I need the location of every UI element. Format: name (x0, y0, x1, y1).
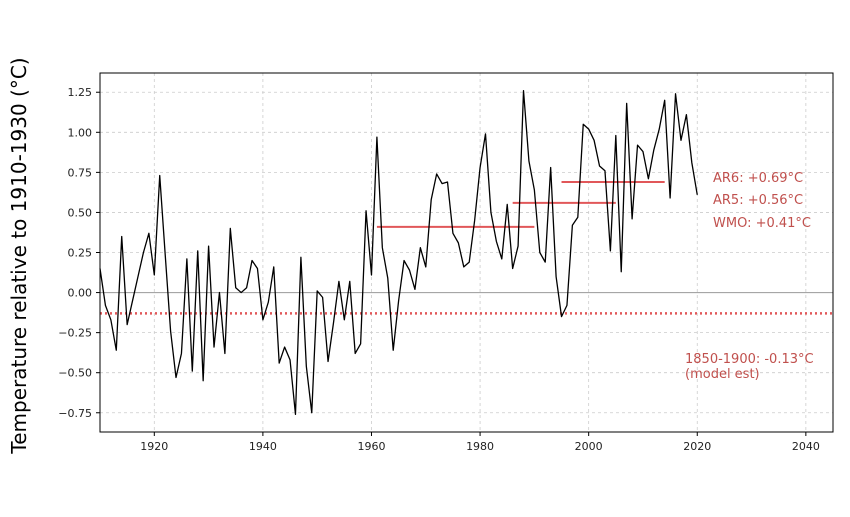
y-tick-label: −0.75 (58, 407, 92, 420)
x-tick-label: 1980 (466, 440, 494, 453)
baseline-label: (model est) (685, 367, 760, 382)
x-tick-label: 1940 (249, 440, 277, 453)
y-tick-label: 0.75 (68, 166, 93, 179)
reference-label: AR5: +0.56°C (713, 193, 803, 208)
y-axis-title: Temperature relative to 1910-1930 (°C) (7, 57, 31, 454)
y-tick-label: 1.25 (68, 86, 93, 99)
x-tick-label: 1960 (357, 440, 385, 453)
x-tick-label: 2040 (792, 440, 820, 453)
y-tick-label: 0.25 (68, 247, 93, 260)
y-tick-label: −0.50 (58, 367, 92, 380)
baseline-label: 1850-1900: -0.13°C (685, 352, 814, 367)
y-tick-label: 0.00 (68, 287, 93, 300)
reference-label: WMO: +0.41°C (713, 216, 811, 231)
series-line (99, 89, 698, 416)
x-tick-label: 2020 (683, 440, 711, 453)
reference-label: AR6: +0.69°C (713, 171, 803, 186)
x-tick-label: 1920 (140, 440, 168, 453)
series-layer (99, 89, 698, 416)
y-tick-label: 1.00 (68, 126, 93, 139)
annotations: WMO: +0.41°C AR5: +0.56°C AR6: +0.69°C 1850… (685, 171, 814, 382)
y-tick-label: 0.50 (68, 206, 93, 219)
x-tick-label: 2000 (575, 440, 603, 453)
grid-layer (100, 73, 833, 432)
tick-layer: 1920 1940 1960 1980 2000 2020 2040 −0.75 −0.50 −0… (58, 86, 820, 453)
y-tick-label: −0.25 (58, 327, 92, 340)
